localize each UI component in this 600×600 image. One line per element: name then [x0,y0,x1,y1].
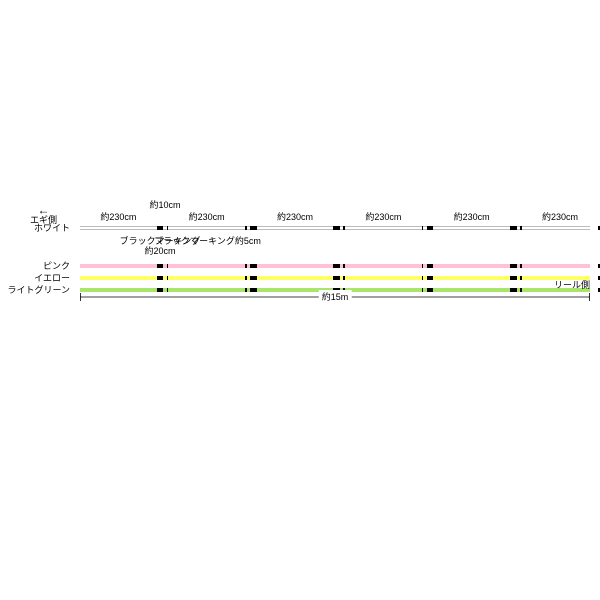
black-mark-20cm [427,264,434,268]
black-mark-20cm [333,226,340,230]
black-mark-20cm [510,264,517,268]
black-mark-20cm [510,226,517,230]
black-mark-20cm [510,276,517,280]
black-mark-20cm [427,226,434,230]
black-mark-5cm [422,276,424,280]
diagram-stage: ← エギ側 約230cm約230cm約230cm約230cm約230cm約230… [30,220,590,270]
row-label-yellow: イエロー [0,272,70,284]
track-white [80,226,590,230]
black-mark-20cm [250,264,257,268]
black-mark-5cm [167,264,169,268]
ten-cm-label: 約10cm [149,198,180,211]
black-mark-20cm [157,226,164,230]
row-label-white: ホワイト [0,222,70,234]
black-mark-20cm [333,276,340,280]
black-mark-5cm [422,264,424,268]
row-label-lightgreen: ライトグリーン [0,284,70,296]
black-mark-20cm [250,276,257,280]
track-pink [80,264,590,268]
black-mark-20cm [333,264,340,268]
black-mark-5cm [167,276,169,280]
black-mark-5cm [520,264,522,268]
line-row-yellow: イエロー [30,272,590,284]
black-mark-5cm [520,276,522,280]
black-mark-5cm [245,276,247,280]
black-mark-20cm [427,276,434,280]
arrow-left-icon: ← [30,205,57,215]
row-label-pink: ピンク [0,260,70,272]
black-mark-5cm [167,226,169,230]
black-mark-5cm [245,226,247,230]
black-mark-20cm [157,276,164,280]
black-mark-20cm [250,226,257,230]
black-mark-5cm [343,276,345,280]
black-mark-5cm [343,226,345,230]
line-row-white: ホワイト [30,222,590,234]
total-length-label: 約15m [319,290,352,303]
black-mark-20cm [157,264,164,268]
black-mark-5cm [245,264,247,268]
segment-length-labels: 約230cm約230cm約230cm約230cm約230cm約230cm [80,210,590,220]
black-mark-5cm [422,226,424,230]
black-marking-5cm: ブラックマーキング約5cm [154,236,261,246]
track-yellow [80,276,590,280]
black-mark-5cm [343,264,345,268]
line-row-pink: ピンク [30,260,590,272]
black-mark-5cm [520,226,522,230]
